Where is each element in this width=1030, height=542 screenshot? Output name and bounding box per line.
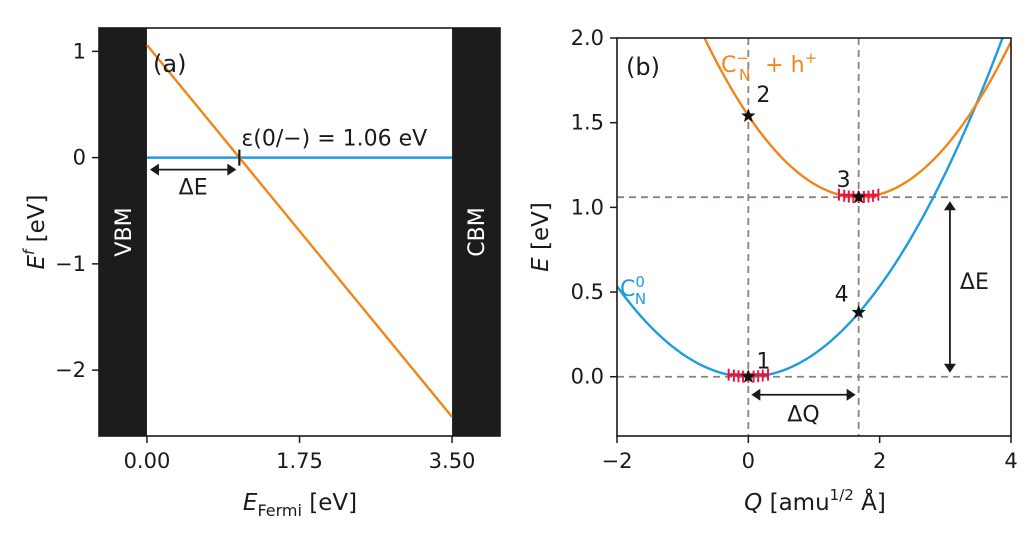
x-tick-label: 4 [1004, 449, 1017, 473]
y-tick-label: 0.0 [571, 365, 604, 389]
charged-curve-label: C− N + h+ [721, 49, 817, 84]
guide-lines [617, 38, 1011, 436]
panel-a-x-ticks: 0.00 1.75 3.50 [124, 436, 476, 473]
point-label-4: 4 [835, 282, 849, 307]
panel-b-annotations: ΔQ ΔE [751, 201, 989, 428]
delta-q-arrow-head-left [751, 388, 761, 401]
panel-b-x-ticks: −2 0 2 4 [602, 436, 1018, 473]
formation-energy-lines [146, 44, 453, 418]
delta-e-arrow-head-up [943, 201, 956, 211]
panel-a-label: (a) [153, 50, 186, 78]
point-star-1 [741, 369, 756, 383]
point-label-1: 1 [756, 350, 770, 375]
panel-a-y-ticks: 1 0 −1 −2 [55, 39, 99, 382]
delta-e-label: ΔE [960, 270, 989, 295]
delta-e-label: ΔE [179, 176, 208, 201]
x-tick-label: 3.50 [429, 449, 476, 473]
x-tick-label: 2 [873, 449, 886, 473]
transition-level-label: ε(0/−) = 1.06 eV [241, 127, 427, 152]
point-star-3 [851, 189, 866, 204]
panel-b-frame [616, 37, 1012, 437]
numbered-points: 1 2 3 4 [741, 83, 866, 383]
panel-b: 1 2 3 4 ΔQ ΔE −2 0 2 4 0.0 0.5 1.0 1.5 2.0 (b) Q [a… [528, 26, 1018, 516]
charged-potential-curve [703, 38, 1011, 199]
delta-e-arrow-head-right [227, 163, 237, 176]
x-tick-label: 0 [742, 449, 755, 473]
panel-a-annotations: ε(0/−) = 1.06 eV ΔE [149, 127, 427, 201]
neutral-curve-label: C0 N [620, 273, 646, 308]
panel-b-y-axis-label: E [eV] [528, 202, 554, 272]
delta-e-arrow-head-left [149, 163, 159, 176]
delta-e-arrow-head-down [943, 363, 956, 373]
vbm-band [99, 28, 147, 436]
panel-a-y-axis-label: Ef [eV] [20, 195, 50, 270]
y-tick-label: −2 [55, 358, 86, 382]
cbm-band [452, 28, 500, 436]
point-label-2: 2 [756, 83, 770, 108]
delta-q-label: ΔQ [787, 403, 819, 428]
x-tick-label: 0.00 [124, 449, 171, 473]
x-tick-label: −2 [602, 449, 633, 473]
point-star-4 [851, 304, 866, 319]
charged-line [146, 44, 453, 418]
y-tick-label: 0.5 [571, 280, 604, 304]
point-label-3: 3 [837, 168, 851, 193]
vbm-label: VBM [112, 207, 137, 256]
panel-b-y-ticks: 0.0 0.5 1.0 1.5 2.0 [571, 26, 617, 389]
neutral-potential-curve [617, 38, 1004, 378]
potential-curves [617, 38, 1011, 378]
band-edges: VBM CBM [99, 28, 500, 436]
panel-a-x-axis-label: EFermi [eV] [243, 490, 357, 520]
panel-a: VBM CBM ε(0/−) = 1.06 eV ΔE 0.00 1.75 3.50 1… [20, 27, 501, 520]
y-tick-label: 1.0 [571, 195, 604, 219]
x-tick-label: 1.75 [276, 449, 323, 473]
cbm-label: CBM [465, 207, 490, 256]
panel-b-x-axis-label: Q [amu1/2 Å] [744, 486, 886, 516]
y-tick-label: 0 [73, 146, 86, 170]
sample-marks [727, 188, 880, 383]
y-tick-label: 1 [73, 39, 86, 63]
point-star-2 [741, 108, 756, 122]
panel-b-label: (b) [626, 53, 660, 81]
delta-q-arrow-head-right [846, 388, 856, 401]
y-tick-label: −1 [55, 252, 86, 276]
y-tick-label: 1.5 [571, 111, 604, 135]
y-tick-label: 2.0 [571, 26, 604, 50]
